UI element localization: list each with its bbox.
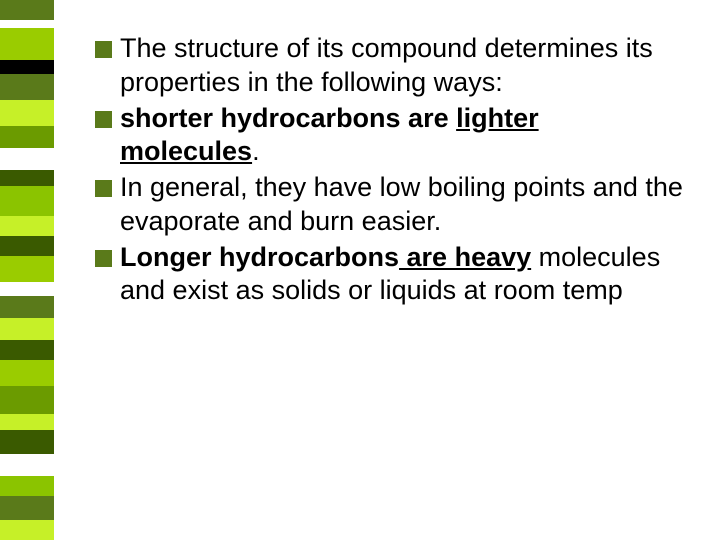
sidebar-stripe xyxy=(0,496,54,520)
text-run: . xyxy=(252,136,260,166)
sidebar-stripe xyxy=(0,28,54,60)
sidebar-stripe xyxy=(0,100,54,126)
sidebar-stripe xyxy=(0,74,54,100)
sidebar-stripe xyxy=(0,430,54,454)
sidebar-stripe xyxy=(0,186,54,216)
sidebar-stripe xyxy=(0,126,54,148)
sidebar-stripe xyxy=(0,340,54,360)
square-bullet-icon xyxy=(95,180,112,197)
text-run: shorter hydrocarbons are xyxy=(120,103,456,133)
bullet-item: shorter hydrocarbons are lighter molecul… xyxy=(95,102,685,170)
sidebar-stripe xyxy=(0,282,54,296)
sidebar-stripe xyxy=(0,256,54,282)
bullet-text: The structure of its compound determines… xyxy=(120,32,685,100)
slide-content: The structure of its compound determines… xyxy=(95,32,685,310)
sidebar-stripe xyxy=(0,386,54,414)
square-bullet-icon xyxy=(95,41,112,58)
sidebar-stripe xyxy=(0,170,54,186)
sidebar-stripe xyxy=(0,20,54,28)
square-bullet-icon xyxy=(95,250,112,267)
sidebar-stripe xyxy=(0,296,54,318)
sidebar-stripe xyxy=(0,148,54,170)
square-bullet-icon xyxy=(95,111,112,128)
sidebar-stripe xyxy=(0,318,54,340)
bullet-item: The structure of its compound determines… xyxy=(95,32,685,100)
sidebar-stripe xyxy=(0,0,54,20)
sidebar-stripe xyxy=(0,476,54,496)
bullet-text: shorter hydrocarbons are lighter molecul… xyxy=(120,102,685,170)
sidebar-stripe xyxy=(0,216,54,236)
sidebar-stripe xyxy=(0,520,54,540)
sidebar-stripe xyxy=(0,454,54,476)
text-run: Longer hydrocarbons xyxy=(120,242,399,272)
text-run: In general, they have low boiling points… xyxy=(120,172,683,236)
text-run: The structure of its compound determines… xyxy=(120,33,653,97)
bullet-text: Longer hydrocarbons are heavy molecules … xyxy=(120,241,685,309)
bullet-item: In general, they have low boiling points… xyxy=(95,171,685,239)
bullet-item: Longer hydrocarbons are heavy molecules … xyxy=(95,241,685,309)
sidebar-stripe xyxy=(0,414,54,430)
sidebar-stripe xyxy=(0,60,54,74)
decorative-sidebar xyxy=(0,0,54,540)
text-run: are heavy xyxy=(399,242,531,272)
sidebar-stripe xyxy=(0,360,54,386)
bullet-text: In general, they have low boiling points… xyxy=(120,171,685,239)
sidebar-stripe xyxy=(0,236,54,256)
